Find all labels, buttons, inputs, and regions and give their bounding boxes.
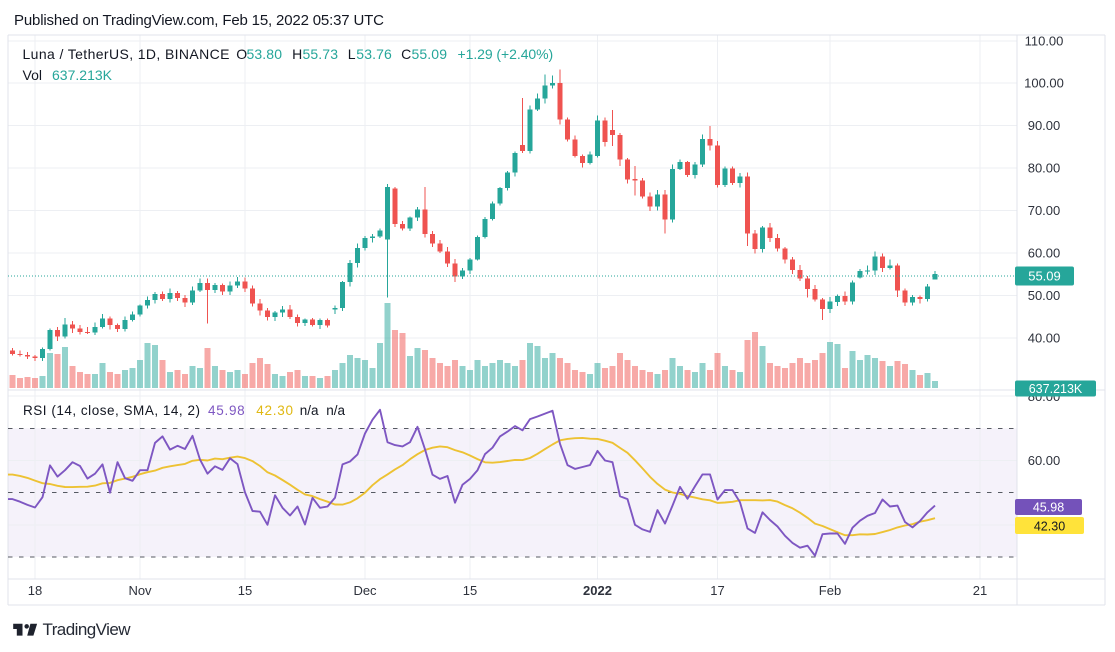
svg-text:100.00: 100.00 bbox=[1024, 76, 1064, 91]
svg-text:42.30: 42.30 bbox=[256, 403, 293, 418]
svg-text:18: 18 bbox=[28, 583, 42, 598]
svg-text:42.30: 42.30 bbox=[1034, 520, 1065, 534]
svg-text:L: L bbox=[348, 46, 356, 62]
svg-text:+1.29 (+2.40%): +1.29 (+2.40%) bbox=[458, 46, 554, 62]
svg-text:21: 21 bbox=[973, 583, 987, 598]
svg-text:17: 17 bbox=[710, 583, 724, 598]
svg-text:Vol: Vol bbox=[23, 67, 42, 83]
svg-text:53.76: 53.76 bbox=[356, 46, 392, 62]
svg-text:53.80: 53.80 bbox=[247, 46, 283, 62]
svg-text:C: C bbox=[401, 46, 411, 62]
svg-text:Dec: Dec bbox=[353, 583, 377, 598]
svg-text:Luna / TetherUS, 1D, BINANCE: Luna / TetherUS, 1D, BINANCE bbox=[23, 46, 230, 62]
svg-text:Published on TradingView.com,: Published on TradingView.com, Feb 15, 20… bbox=[14, 12, 384, 29]
svg-text:50.00: 50.00 bbox=[1028, 288, 1061, 303]
svg-text:637.213K: 637.213K bbox=[1029, 382, 1083, 396]
svg-text:n/a: n/a bbox=[326, 403, 345, 418]
svg-text:15: 15 bbox=[463, 583, 477, 598]
svg-text:15: 15 bbox=[238, 583, 252, 598]
svg-text:637.213K: 637.213K bbox=[52, 67, 113, 83]
svg-text:55.73: 55.73 bbox=[303, 46, 339, 62]
svg-text:O: O bbox=[236, 46, 247, 62]
svg-text:70.00: 70.00 bbox=[1028, 203, 1061, 218]
svg-text:45.98: 45.98 bbox=[1033, 501, 1064, 515]
svg-text:55.09: 55.09 bbox=[412, 46, 448, 62]
svg-text:2022: 2022 bbox=[583, 583, 612, 598]
svg-text:55.09: 55.09 bbox=[1028, 269, 1061, 284]
svg-text:H: H bbox=[292, 46, 302, 62]
svg-text:110.00: 110.00 bbox=[1025, 33, 1064, 48]
svg-text:RSI (14, close, SMA, 14, 2): RSI (14, close, SMA, 14, 2) bbox=[23, 403, 200, 418]
svg-text:40.00: 40.00 bbox=[1028, 330, 1061, 345]
svg-text:90.00: 90.00 bbox=[1028, 118, 1061, 133]
svg-text:Feb: Feb bbox=[819, 583, 841, 598]
svg-text:45.98: 45.98 bbox=[208, 403, 245, 418]
svg-text:n/a: n/a bbox=[300, 403, 319, 418]
svg-text:80.00: 80.00 bbox=[1028, 161, 1061, 176]
svg-text:60.00: 60.00 bbox=[1028, 453, 1061, 468]
svg-text:60.00: 60.00 bbox=[1028, 245, 1061, 260]
svg-text:TradingView: TradingView bbox=[43, 620, 132, 639]
svg-text:Nov: Nov bbox=[128, 583, 152, 598]
